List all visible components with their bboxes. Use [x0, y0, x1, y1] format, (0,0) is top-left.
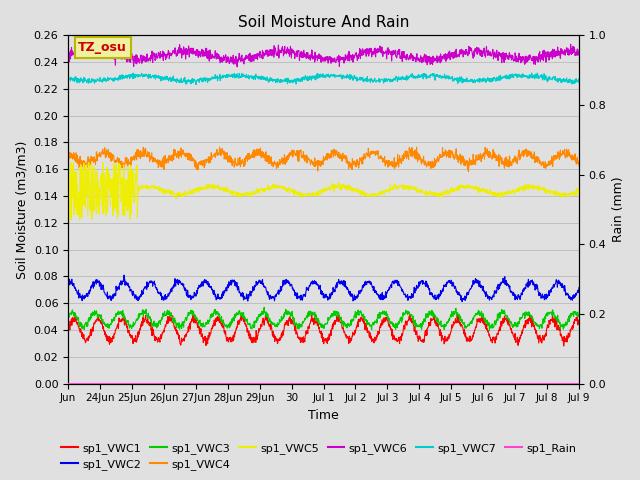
Y-axis label: Soil Moisture (m3/m3): Soil Moisture (m3/m3) — [15, 140, 28, 278]
Text: TZ_osu: TZ_osu — [78, 41, 127, 54]
X-axis label: Time: Time — [308, 409, 339, 422]
Y-axis label: Rain (mm): Rain (mm) — [612, 177, 625, 242]
Title: Soil Moisture And Rain: Soil Moisture And Rain — [238, 15, 409, 30]
Legend: sp1_VWC1, sp1_VWC2, sp1_VWC3, sp1_VWC4, sp1_VWC5, sp1_VWC6, sp1_VWC7, sp1_Rain: sp1_VWC1, sp1_VWC2, sp1_VWC3, sp1_VWC4, … — [57, 438, 581, 474]
